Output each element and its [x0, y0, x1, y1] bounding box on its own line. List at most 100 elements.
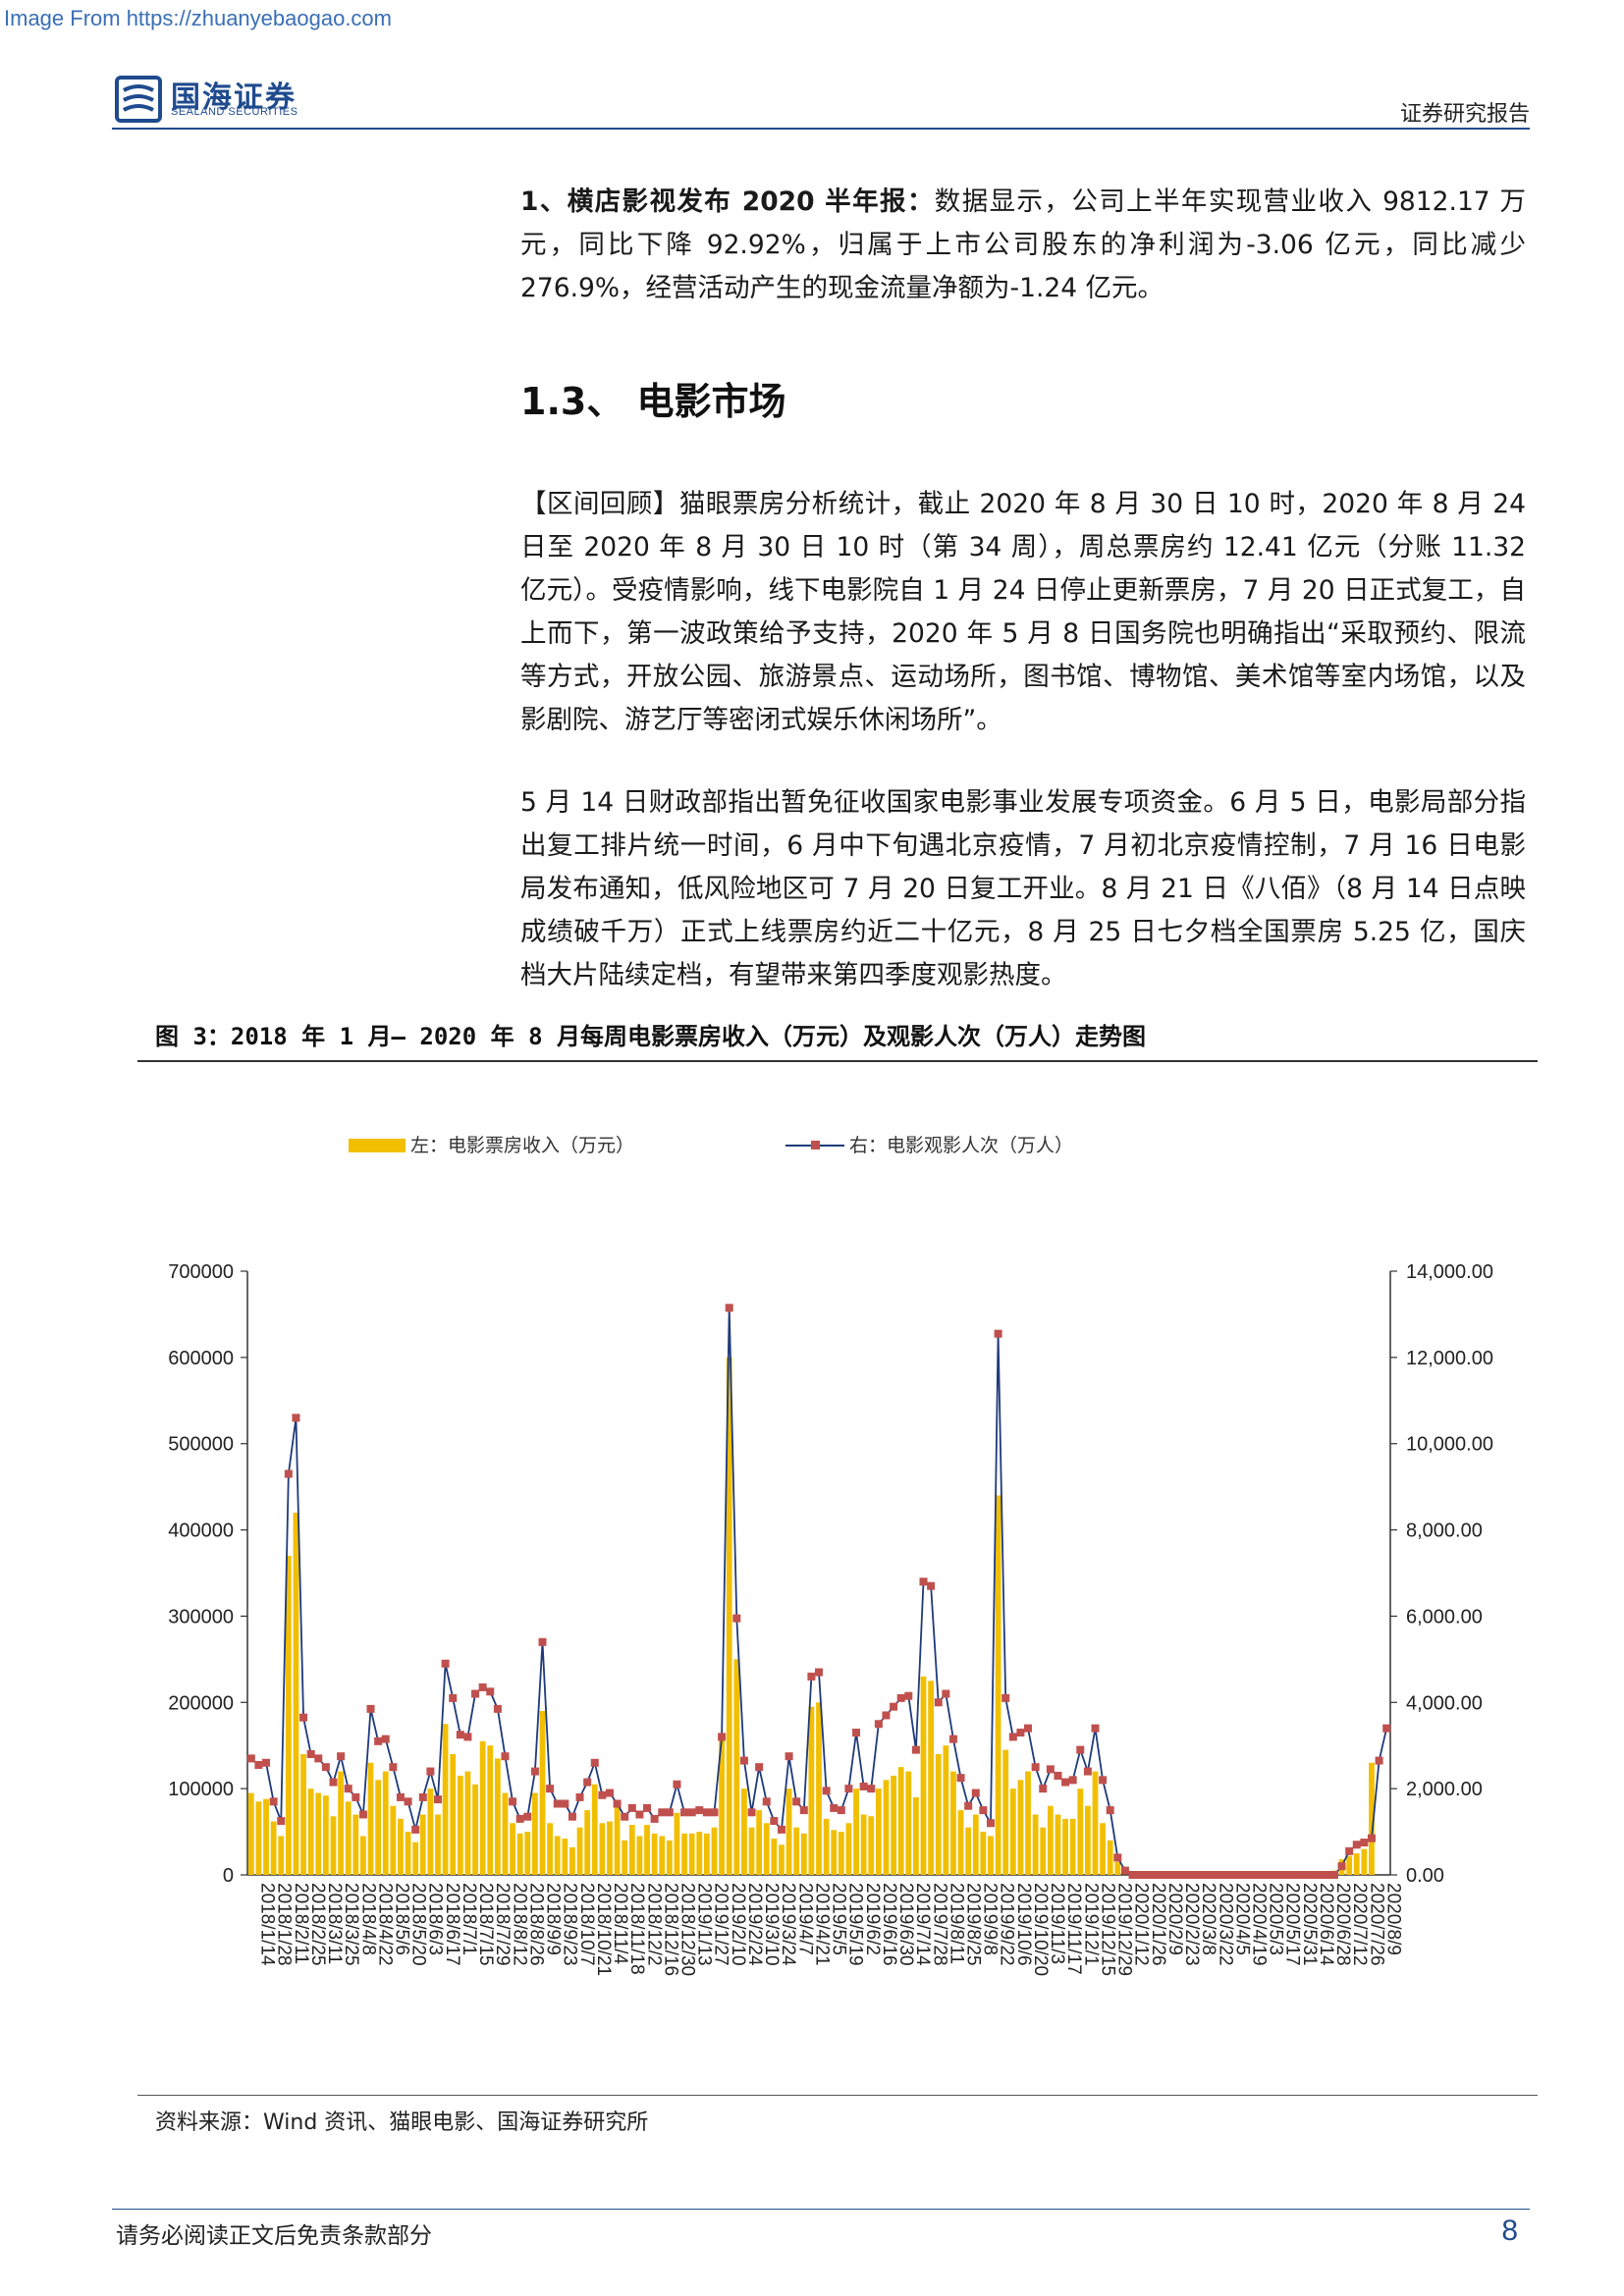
box-office-bar [338, 1771, 344, 1875]
x-tick-label: 2018/9/9 [543, 1883, 564, 1955]
x-tick-label: 2018/2/25 [307, 1883, 328, 1966]
attendance-marker [964, 1801, 973, 1810]
box-office-bar [375, 1780, 382, 1875]
attendance-marker [1308, 1871, 1317, 1879]
right-tick-label: 4,000.00 [1406, 1692, 1483, 1714]
attendance-marker [246, 1754, 255, 1763]
attendance-marker [590, 1758, 599, 1767]
right-tick-label: 10,000.00 [1406, 1434, 1493, 1456]
left-tick-label: 200000 [168, 1692, 234, 1714]
attendance-marker [1054, 1771, 1062, 1780]
box-office-bar [591, 1784, 598, 1875]
box-office-bar [785, 1789, 792, 1875]
x-tick-label: 2019/4/21 [811, 1883, 832, 1966]
box-office-bar [831, 1830, 838, 1875]
source-banner[interactable]: Image From https://zhuanyebaogao.com [4, 6, 392, 30]
x-tick-label: 2019/7/28 [929, 1883, 949, 1966]
attendance-marker [1323, 1871, 1331, 1879]
x-tick-label: 2018/4/8 [357, 1883, 378, 1955]
box-office-bar [1040, 1827, 1047, 1875]
box-office-bar [1077, 1789, 1084, 1875]
box-office-bar [1084, 1805, 1091, 1875]
attendance-marker [1225, 1871, 1234, 1879]
attendance-marker [583, 1778, 592, 1787]
attendance-marker [986, 1819, 995, 1828]
box-office-bar [913, 1796, 919, 1875]
x-tick-label: 2019/11/17 [1063, 1883, 1084, 1975]
box-office-bar [920, 1676, 927, 1875]
legend-box-office: 左：电影票房收入（万元） [410, 1135, 634, 1156]
box-office-bar [935, 1754, 942, 1875]
box-office-bar [1002, 1749, 1009, 1875]
x-axis-labels: 2018/1/142018/1/282018/2/112018/2/252018… [257, 1883, 1404, 1976]
x-tick-label: 2020/4/19 [1249, 1883, 1270, 1966]
attendance-marker [1211, 1871, 1219, 1879]
box-office-bar [748, 1827, 755, 1875]
box-office-bar [943, 1745, 949, 1875]
attendance-marker [553, 1799, 562, 1808]
sealand-logo: 国海证券 SEALAND SECURITIES [114, 75, 350, 126]
x-tick-label: 2018/12/16 [660, 1883, 680, 1976]
attendance-marker [1292, 1871, 1301, 1879]
attendance-marker [456, 1731, 464, 1739]
attendance-marker [1165, 1871, 1174, 1879]
attendance-marker [374, 1736, 383, 1745]
paragraph-review: 【区间回顾】猫眼票房分析统计，截止 2020 年 8 月 30 日 10 时，2… [520, 489, 1526, 735]
figure-top-rule [137, 1060, 1538, 1062]
box-office-bar [980, 1832, 987, 1875]
attendance-marker [1277, 1871, 1286, 1879]
box-office-bar [1346, 1855, 1353, 1875]
attendance-marker [441, 1659, 450, 1668]
box-office-bar [741, 1789, 747, 1875]
x-tick-label: 2019/1/27 [711, 1883, 731, 1966]
attendance-marker [777, 1825, 785, 1834]
attendance-marker [635, 1810, 644, 1819]
attendance-marker [1024, 1724, 1033, 1733]
attendance-marker [815, 1668, 823, 1677]
attendance-marker [747, 1808, 756, 1817]
box-office-bar [1017, 1780, 1024, 1875]
attendance-marker [896, 1693, 905, 1702]
attendance-marker [1068, 1776, 1077, 1785]
x-tick-label: 2018/8/12 [509, 1883, 529, 1966]
x-tick-label: 2018/7/15 [475, 1883, 496, 1966]
attendance-marker [1039, 1785, 1048, 1793]
box-office-bar [823, 1818, 830, 1875]
x-tick-label: 2019/9/8 [980, 1883, 1001, 1955]
box-office-bar [569, 1846, 575, 1875]
x-tick-label: 2020/5/3 [1266, 1883, 1286, 1955]
box-office-bar [435, 1814, 441, 1875]
attendance-marker [874, 1720, 883, 1729]
attendance-marker [934, 1698, 943, 1707]
figure-bottom-rule [137, 2095, 1538, 2096]
attendance-marker [621, 1812, 629, 1821]
attendance-marker [1300, 1871, 1309, 1879]
paragraph-policy: 5 月 14 日财政部指出暂免征收国家电影事业发展专项资金。6 月 5 日，电影… [520, 787, 1526, 990]
attendance-marker [358, 1810, 367, 1819]
x-tick-label: 2020/6/14 [1316, 1883, 1336, 1966]
box-office-bar [584, 1810, 591, 1875]
attendance-marker [1076, 1745, 1085, 1754]
attendance-marker [979, 1806, 988, 1815]
chart-axes: 700000 600000 500000 400000 300000 200000 1000… [168, 1261, 1493, 1887]
x-tick-label: 2019/7/14 [912, 1883, 933, 1966]
box-office-bar [539, 1711, 546, 1875]
box-office-bar [450, 1754, 457, 1875]
box-office-bar [614, 1805, 621, 1875]
box-office-bar [1361, 1848, 1368, 1875]
attendance-marker [605, 1789, 614, 1797]
logo-chinese-name: 国海证券 [171, 80, 297, 115]
attendance-marker [718, 1733, 727, 1741]
x-tick-label: 2019/9/22 [997, 1883, 1017, 1966]
box-office-bar [636, 1836, 643, 1875]
x-tick-label: 2019/11/3 [1047, 1883, 1067, 1964]
x-tick-label: 2020/1/12 [1131, 1883, 1152, 1966]
attendance-marker [262, 1758, 271, 1767]
x-tick-label: 2019/10/6 [1013, 1883, 1034, 1966]
attendance-marker [381, 1735, 390, 1743]
box-office-bar [516, 1833, 523, 1875]
legend-bar-swatch [349, 1139, 406, 1152]
attendance-marker [329, 1778, 338, 1787]
x-tick-label: 2019/6/30 [895, 1883, 916, 1966]
x-tick-label: 2018/9/23 [560, 1883, 580, 1966]
